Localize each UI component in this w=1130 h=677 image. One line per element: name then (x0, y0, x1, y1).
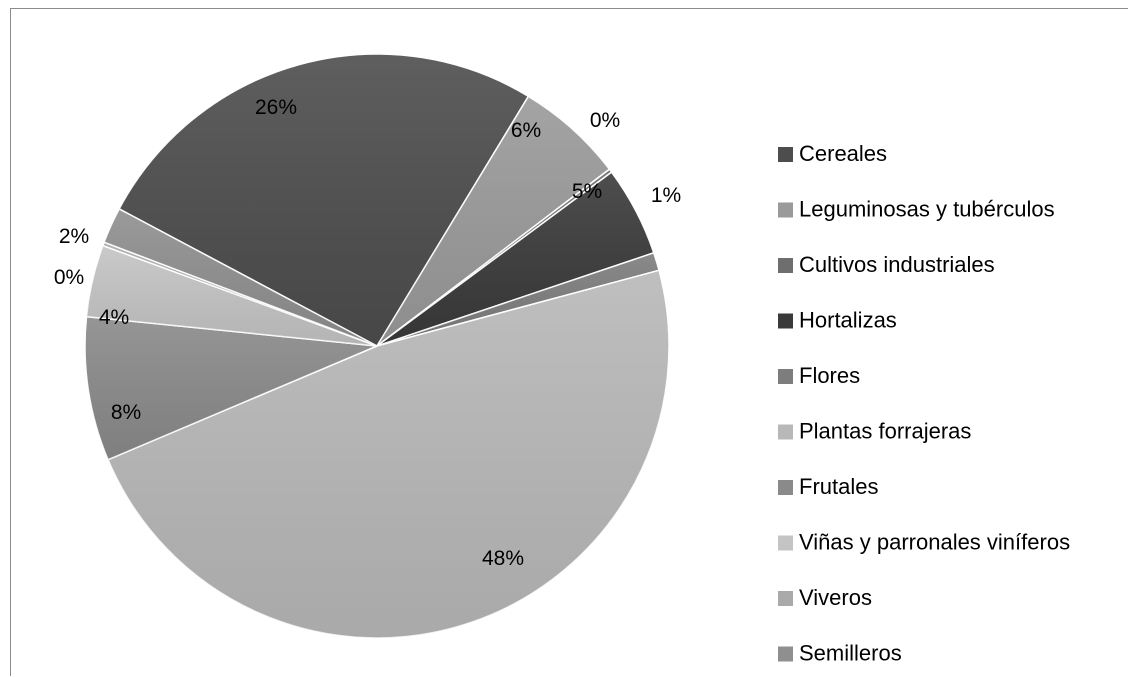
pie-slice-shading (108, 270, 669, 638)
legend-swatch (778, 535, 793, 551)
legend-swatch (778, 258, 793, 273)
pie-slice-shading (86, 245, 377, 346)
data-label: 0% (590, 109, 620, 132)
legend-swatch (778, 591, 793, 606)
data-label: 0% (54, 266, 84, 289)
legend-label: Viveros (799, 585, 872, 610)
data-label: 1% (651, 184, 681, 207)
pie-slice-shading (377, 172, 654, 346)
legend-swatch (778, 313, 793, 329)
pie-slice-shading (119, 54, 529, 346)
legend-swatch (778, 369, 793, 384)
data-label: 6% (511, 119, 541, 142)
legend-label: Leguminosas y tubérculos (799, 197, 1055, 222)
legend-label: Hortalizas (799, 308, 897, 333)
legend-label: Cultivos industriales (799, 252, 995, 277)
legend-label: Frutales (799, 474, 878, 499)
data-label: 8% (111, 401, 141, 424)
legend-swatch (778, 147, 793, 162)
legend-swatch (778, 646, 793, 662)
legend-swatch (778, 480, 793, 495)
pie-slice-shading (85, 316, 378, 460)
legend-swatch (778, 202, 793, 218)
data-label: 5% (572, 180, 602, 203)
data-label: 2% (59, 225, 89, 248)
legend-label: Viñas y parronales viníferos (799, 530, 1070, 555)
legend-label: Plantas forrajeras (799, 419, 971, 444)
pie-slice-shading (377, 252, 660, 346)
pie-slice-shading (377, 96, 610, 346)
data-label: 48% (482, 547, 524, 570)
data-label: 26% (255, 96, 297, 119)
legend-label: Semilleros (799, 641, 902, 666)
legend-swatch (778, 424, 793, 440)
pie-slice-shading (104, 208, 377, 346)
legend-label: Flores (799, 363, 860, 388)
data-label: 4% (99, 306, 129, 329)
legend-label: Cereales (799, 141, 887, 166)
